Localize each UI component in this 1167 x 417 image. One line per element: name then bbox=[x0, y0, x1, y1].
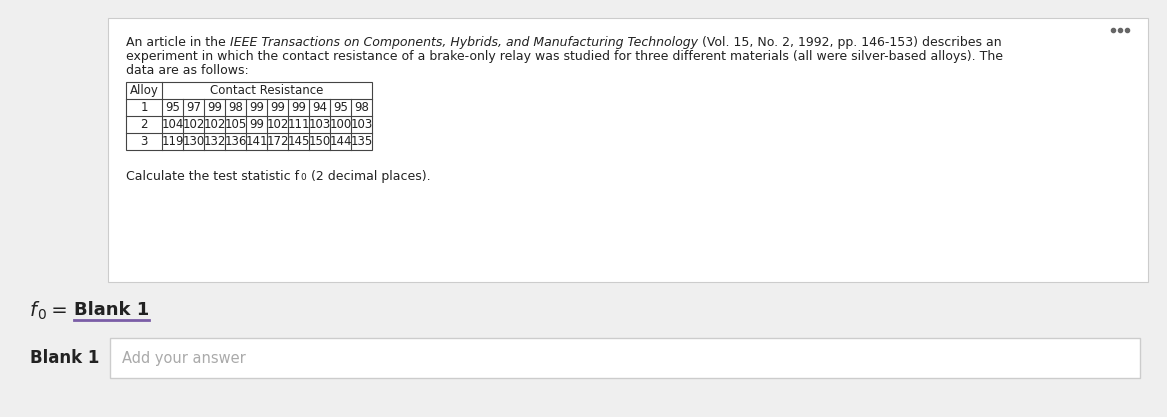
Text: f: f bbox=[30, 301, 37, 319]
Text: 99: 99 bbox=[249, 101, 264, 114]
Text: IEEE Transactions on Components, Hybrids, and Manufacturing Technology: IEEE Transactions on Components, Hybrids… bbox=[230, 36, 698, 49]
Text: 103: 103 bbox=[350, 118, 372, 131]
Text: 102: 102 bbox=[203, 118, 225, 131]
Text: 102: 102 bbox=[182, 118, 204, 131]
Text: 99: 99 bbox=[270, 101, 285, 114]
Text: 104: 104 bbox=[161, 118, 183, 131]
Text: 100: 100 bbox=[329, 118, 351, 131]
Text: 98: 98 bbox=[228, 101, 243, 114]
Text: 99: 99 bbox=[291, 101, 306, 114]
Text: 95: 95 bbox=[333, 101, 348, 114]
Text: (Vol. 15, No. 2, 1992, pp. 146-153) describes an: (Vol. 15, No. 2, 1992, pp. 146-153) desc… bbox=[698, 36, 1001, 49]
Text: 98: 98 bbox=[354, 101, 369, 114]
Text: An article in the: An article in the bbox=[126, 36, 230, 49]
Text: Alloy: Alloy bbox=[130, 84, 159, 97]
Text: 103: 103 bbox=[308, 118, 330, 131]
Text: 150: 150 bbox=[308, 135, 330, 148]
Text: 145: 145 bbox=[287, 135, 309, 148]
Text: 95: 95 bbox=[165, 101, 180, 114]
Text: Contact Resistance: Contact Resistance bbox=[210, 84, 323, 97]
Text: 172: 172 bbox=[266, 135, 288, 148]
Text: 105: 105 bbox=[224, 118, 246, 131]
Text: 111: 111 bbox=[287, 118, 309, 131]
Text: 144: 144 bbox=[329, 135, 351, 148]
Text: (2 decimal places).: (2 decimal places). bbox=[307, 170, 431, 183]
Text: Calculate the test statistic f: Calculate the test statistic f bbox=[126, 170, 299, 183]
Text: 102: 102 bbox=[266, 118, 288, 131]
Text: 99: 99 bbox=[207, 101, 222, 114]
Text: 141: 141 bbox=[245, 135, 267, 148]
Text: Blank 1: Blank 1 bbox=[74, 301, 149, 319]
Text: 94: 94 bbox=[312, 101, 327, 114]
Bar bbox=[110, 338, 1140, 378]
Bar bbox=[109, 18, 1148, 282]
Text: experiment in which the contact resistance of a brake-only relay was studied for: experiment in which the contact resistan… bbox=[126, 50, 1002, 63]
Text: =: = bbox=[44, 301, 74, 319]
Text: 99: 99 bbox=[249, 118, 264, 131]
Text: 97: 97 bbox=[186, 101, 201, 114]
Text: 130: 130 bbox=[182, 135, 204, 148]
Text: 3: 3 bbox=[140, 135, 148, 148]
Text: 1: 1 bbox=[140, 101, 148, 114]
Text: data are as follows:: data are as follows: bbox=[126, 64, 249, 77]
Text: 2: 2 bbox=[140, 118, 148, 131]
Text: Blank 1: Blank 1 bbox=[30, 349, 99, 367]
Bar bbox=[126, 82, 372, 150]
Text: Add your answer: Add your answer bbox=[123, 351, 246, 365]
Text: 132: 132 bbox=[203, 135, 225, 148]
Text: 0: 0 bbox=[37, 308, 46, 322]
Text: 136: 136 bbox=[224, 135, 246, 148]
Text: 0: 0 bbox=[300, 173, 306, 182]
Text: 135: 135 bbox=[350, 135, 372, 148]
Text: 119: 119 bbox=[161, 135, 183, 148]
